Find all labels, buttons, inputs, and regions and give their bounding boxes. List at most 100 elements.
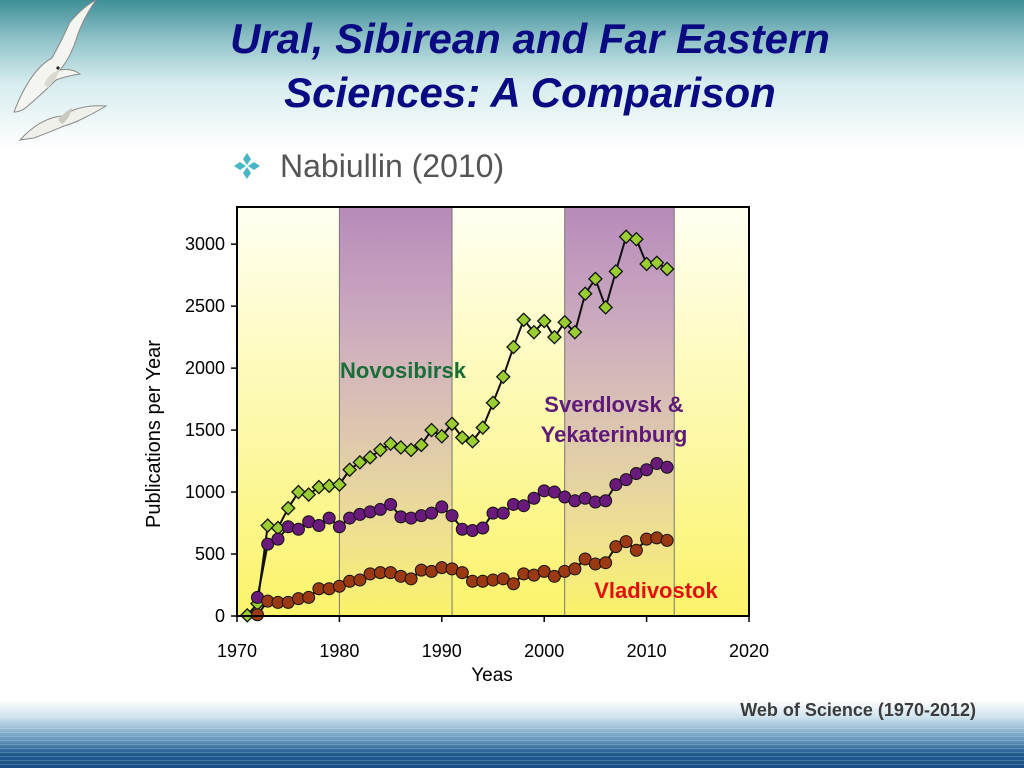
plot-frame [236,206,750,617]
data-point [495,369,511,385]
data-point [537,564,551,578]
bullet-text: Nabiullin (2010) [280,147,505,184]
data-point [475,420,491,436]
data-point [536,313,552,329]
y-tick-label: 2000 [185,358,225,378]
data-point [393,440,409,455]
data-point [434,428,450,444]
data-point [260,518,276,533]
header-background [0,0,1024,150]
data-point [567,324,583,340]
slide-title-line-2: Sciences: A Comparison [284,69,776,116]
seagull-icon [18,105,108,141]
seagull-icon [13,0,97,113]
data-point [649,255,665,271]
data-point [362,449,378,465]
data-point [609,540,623,554]
x-tick-label: 1990 [422,641,462,661]
slide-title-line-1: Ural, Sibirean and Far Eastern [230,15,830,62]
data-point [599,556,613,570]
data-point [454,430,470,445]
footer-sea-background [0,700,1024,768]
data-point [291,484,306,500]
y-tick-label: 2500 [185,296,225,316]
data-point [599,494,613,508]
data-point [506,577,520,591]
data-point [547,485,561,499]
x-tick-label: 1970 [217,641,257,661]
data-point [506,339,521,355]
data-point [445,509,459,523]
data-point [660,460,674,474]
series-annotation: Sverdlovsk & [544,392,684,417]
data-point [302,590,316,604]
series-annotation: Yekaterinburg [541,422,688,447]
data-point [476,521,490,535]
y-tick-label: 3000 [185,234,225,254]
data-point [425,506,439,520]
x-tick-label: 2000 [524,641,564,661]
data-point [578,552,592,566]
data-point [547,569,561,583]
data-point [557,314,573,330]
data-point [659,261,675,277]
data-point [280,500,296,516]
data-point [629,543,643,557]
data-point [587,271,603,287]
data-point [485,395,501,411]
data-point [619,535,633,549]
bullet-item: Nabiullin (2010) [232,146,504,186]
data-point [342,462,358,478]
data-point [608,264,624,279]
data-point [373,502,387,516]
data-point [618,229,634,245]
x-tick-label: 1980 [319,641,359,661]
data-point [424,422,439,438]
x-tick-label: 2010 [627,641,667,661]
y-tick-label: 1000 [185,482,225,502]
data-point [413,437,429,453]
data-point [403,442,419,458]
seagulls-image [13,0,108,141]
series-annotation: Novosibirsk [340,358,467,383]
data-point [455,566,469,580]
slide-title: Ural, Sibirean and Far Eastern Sciences:… [140,12,920,120]
data-point [404,572,418,586]
y-tick-label: 1500 [185,420,225,440]
data-point [496,572,510,586]
data-point [568,562,582,576]
source-note: Web of Science (1970-2012) [740,700,976,720]
data-point [353,573,367,587]
data-point [331,477,347,493]
data-point [261,537,275,551]
data-point [250,608,264,622]
data-point [496,506,510,520]
footer-waves [0,728,1024,768]
data-point [640,463,654,477]
data-point [526,324,542,340]
data-point [527,491,541,505]
data-point [332,520,346,534]
y-tick-label: 0 [215,606,225,626]
data-point [384,497,398,511]
diamond-bullet-icon [234,153,260,179]
data-point [372,442,388,458]
data-point [271,532,285,546]
data-point [609,478,623,492]
x-axis-label: Yeas [471,665,513,686]
data-point [660,533,674,547]
data-point [383,436,399,452]
x-tick-label: 2020 [729,641,769,661]
data-point [312,519,326,533]
data-point [577,286,593,302]
y-axis-label: Publications per Year [143,340,165,528]
data-point [628,231,644,247]
data-point [444,416,460,432]
data-point [547,329,562,345]
data-point [291,522,305,536]
data-point [352,454,368,470]
data-point [322,511,336,525]
highlight-band [339,207,453,616]
series-annotation: Vladivostok [594,578,718,603]
